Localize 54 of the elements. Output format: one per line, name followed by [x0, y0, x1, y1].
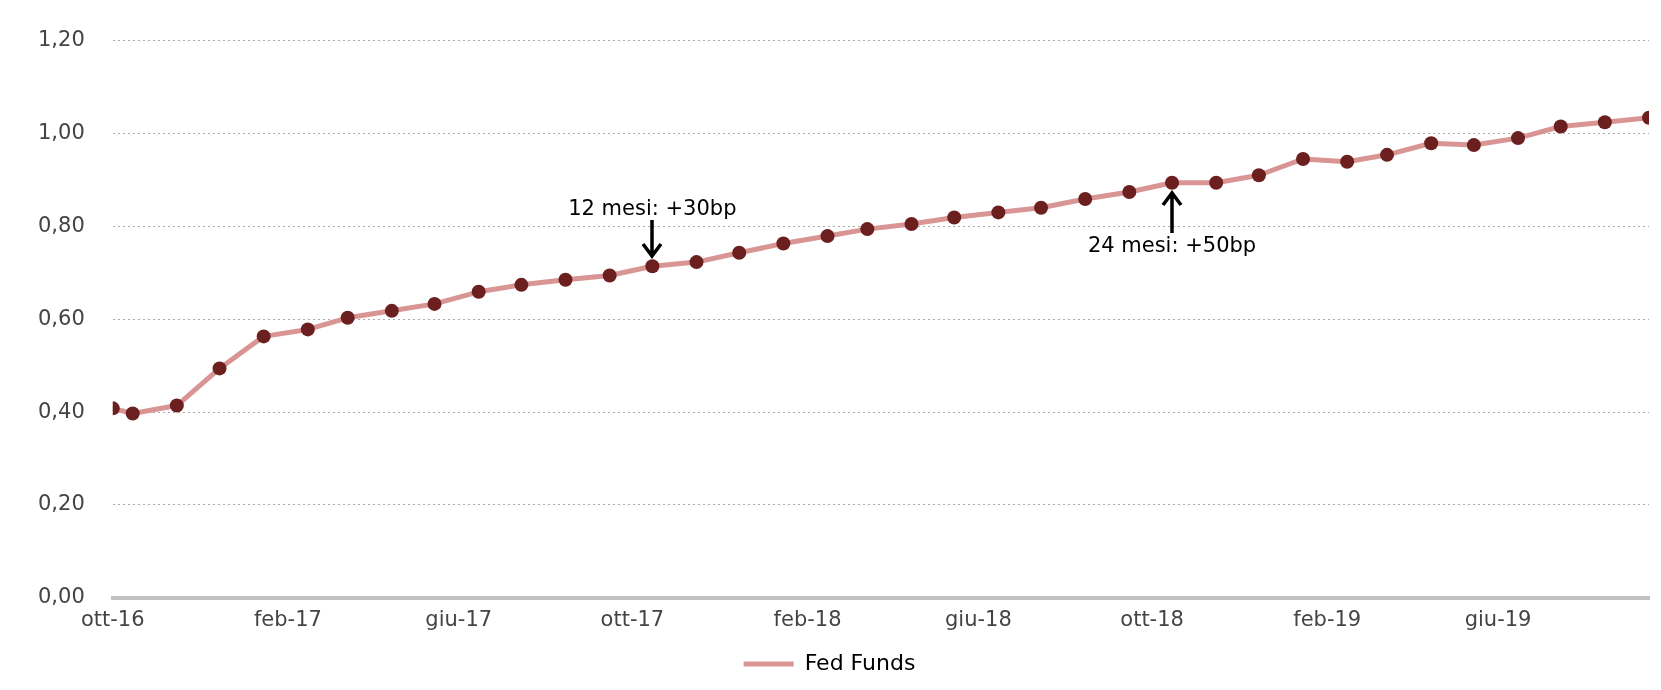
x-tick-label: giu-19	[1464, 606, 1532, 631]
point	[1209, 175, 1224, 190]
point	[300, 322, 315, 337]
point	[514, 277, 529, 292]
point	[732, 245, 747, 260]
point	[602, 268, 617, 283]
point	[1597, 115, 1612, 130]
x-tick-label: feb-17	[253, 606, 322, 631]
point	[1553, 119, 1568, 134]
annotation: 12 mesi: +30bp	[568, 196, 737, 221]
point	[1380, 147, 1395, 162]
point	[1122, 184, 1137, 199]
point	[991, 205, 1006, 220]
point	[689, 255, 704, 270]
x-tick-label: giu-17	[425, 606, 493, 631]
x-tick-label: ott-16	[80, 606, 145, 631]
point	[1034, 200, 1049, 215]
x-tick-label: feb-19	[1293, 606, 1362, 631]
point	[860, 222, 875, 237]
point	[558, 272, 573, 287]
point	[776, 236, 791, 251]
point	[256, 329, 271, 344]
point	[384, 303, 399, 318]
y-tick-label: 0,80	[37, 212, 85, 237]
point	[1078, 191, 1093, 206]
point	[645, 259, 660, 274]
x-tick-label: feb-18	[773, 606, 842, 631]
point	[1511, 131, 1526, 146]
point	[947, 210, 962, 225]
y-tick-label: 0,20	[37, 491, 85, 516]
point	[471, 284, 486, 299]
y-tick-label: 1,20	[37, 27, 85, 52]
point	[1340, 154, 1355, 169]
point	[125, 406, 140, 421]
annotation: 24 mesi: +50bp	[1087, 232, 1257, 257]
point	[1296, 152, 1311, 167]
point	[1165, 175, 1180, 190]
point	[904, 217, 919, 232]
point	[340, 310, 355, 325]
point	[212, 361, 227, 376]
point	[1251, 168, 1266, 183]
point	[1424, 136, 1439, 151]
point	[169, 398, 184, 413]
point	[820, 229, 835, 244]
legend-label: Fed Funds	[804, 649, 916, 675]
x-tick-label: ott-18	[1120, 606, 1184, 631]
x-tick-label: ott-17	[600, 606, 665, 631]
y-tick-label: 0,60	[37, 305, 85, 330]
point	[427, 296, 442, 311]
point	[1466, 138, 1481, 153]
y-tick-label: 0,00	[37, 584, 85, 609]
y-tick-label: 1,00	[37, 119, 85, 144]
y-tick-label: 0,40	[37, 398, 85, 423]
x-tick-label: giu-18	[945, 606, 1012, 631]
